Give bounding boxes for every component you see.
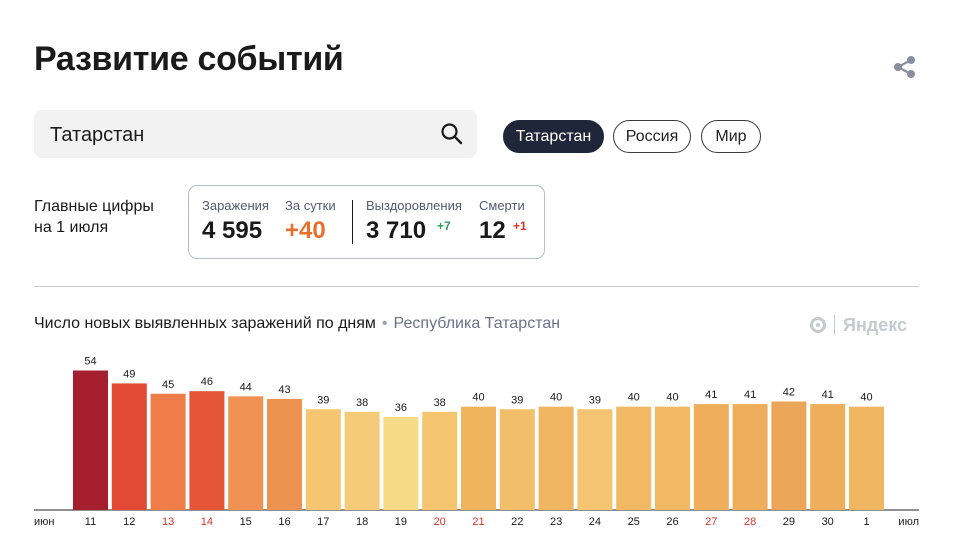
data-label-25: 40 — [628, 392, 640, 404]
x-tick-11: 11 — [85, 516, 96, 528]
x-tick-30: 30 — [822, 516, 834, 528]
bar-27[interactable] — [693, 404, 729, 510]
bar-23[interactable] — [538, 406, 574, 510]
yandex-ring-icon — [810, 317, 826, 333]
x-tick-19: 19 — [395, 516, 407, 528]
bar-chart: 54 11 49 12 45 13 46 14 44 15 43 16 39 17 38 18 36 19 38 20… — [34, 356, 919, 528]
bar-19[interactable] — [383, 417, 419, 510]
bar-13[interactable] — [150, 393, 186, 510]
region-chip-russia[interactable]: Россия — [613, 120, 691, 153]
brand-text: Яндекс — [843, 314, 908, 335]
recoveries-label: Выздоровления — [366, 198, 462, 213]
data-label-18: 38 — [356, 397, 368, 409]
data-label-20: 38 — [434, 397, 446, 409]
key-figures-label: Главные цифры на 1 июля — [34, 196, 154, 238]
brand-separator — [834, 315, 835, 335]
x-tick-22: 22 — [511, 516, 523, 528]
x-tick-month-start: июн — [34, 516, 54, 528]
x-tick-14: 14 — [201, 516, 213, 528]
bar-11[interactable] — [73, 370, 108, 511]
data-label-26: 40 — [666, 392, 678, 404]
data-label-29: 42 — [783, 387, 795, 399]
x-tick-1: 1 — [863, 516, 869, 528]
region-chip-tatarstan[interactable]: Татарстан — [503, 120, 604, 153]
x-tick-13: 13 — [162, 516, 174, 528]
bar-25[interactable] — [616, 406, 652, 510]
chart-title: Число новых выявленных заражений по дням… — [34, 315, 560, 333]
bar-29[interactable] — [771, 401, 807, 511]
data-label-11: 54 — [84, 356, 96, 368]
share-icon[interactable] — [892, 54, 918, 80]
bar-24[interactable] — [577, 409, 613, 510]
x-tick-25: 25 — [628, 516, 640, 528]
x-tick-28: 28 — [744, 516, 756, 528]
key-figures-line1: Главные цифры — [34, 198, 154, 215]
data-label-16: 43 — [278, 384, 290, 396]
bar-26[interactable] — [655, 406, 690, 510]
x-tick-24: 24 — [589, 516, 601, 528]
data-label-1: 40 — [860, 392, 872, 404]
bar-12[interactable] — [111, 383, 147, 510]
x-tick-month-end: июл — [898, 516, 919, 528]
data-label-14: 46 — [201, 376, 213, 388]
bar-30[interactable] — [810, 404, 846, 510]
bar-20[interactable] — [422, 411, 458, 510]
data-label-23: 40 — [550, 392, 562, 404]
data-label-28: 41 — [744, 389, 756, 401]
data-label-22: 39 — [511, 394, 523, 406]
deaths-delta: +1 — [513, 219, 527, 233]
region-chip-world[interactable]: Мир — [701, 120, 761, 153]
bar-14[interactable] — [189, 391, 225, 510]
bar-1[interactable] — [849, 406, 884, 510]
bar-21[interactable] — [461, 406, 496, 510]
chart-title-text: Число новых выявленных заражений по дням — [34, 315, 376, 332]
bar-16[interactable] — [267, 398, 302, 510]
stats-divider — [352, 200, 353, 244]
search-box — [34, 110, 477, 160]
data-label-15: 44 — [240, 381, 252, 393]
data-label-24: 39 — [589, 394, 601, 406]
data-label-30: 41 — [822, 389, 834, 401]
bar-18[interactable] — [344, 411, 380, 510]
x-tick-29: 29 — [783, 516, 795, 528]
bar-15[interactable] — [228, 396, 264, 510]
recoveries-delta: +7 — [437, 219, 451, 233]
x-tick-21: 21 — [472, 516, 484, 528]
search-icon[interactable] — [440, 122, 464, 146]
x-tick-12: 12 — [123, 516, 135, 528]
x-tick-17: 17 — [317, 516, 329, 528]
data-label-21: 40 — [472, 392, 484, 404]
key-figures-date: на 1 июля — [34, 219, 109, 236]
search-input[interactable] — [48, 110, 432, 160]
data-label-19: 36 — [395, 402, 407, 414]
x-tick-20: 20 — [434, 516, 446, 528]
recoveries-value: 3 710 — [366, 217, 427, 244]
title-separator: • — [381, 315, 388, 332]
daily-value: +40 — [285, 217, 326, 244]
x-tick-26: 26 — [666, 516, 678, 528]
daily-label: За сутки — [285, 198, 336, 213]
page-title: Развитие событий — [34, 40, 344, 78]
infections-label: Заражения — [202, 198, 269, 213]
x-tick-15: 15 — [240, 516, 252, 528]
bar-28[interactable] — [732, 404, 768, 510]
x-tick-18: 18 — [356, 516, 368, 528]
deaths-value: 12 — [479, 217, 506, 244]
bar-22[interactable] — [499, 409, 535, 510]
data-label-12: 49 — [123, 368, 135, 380]
data-label-13: 45 — [162, 379, 174, 391]
section-divider — [34, 286, 919, 287]
key-figures-panel: Заражения 4 595 За сутки +40 Выздоровлен… — [188, 185, 545, 259]
yandex-logo: Яндекс — [810, 312, 907, 338]
bar-17[interactable] — [305, 409, 341, 510]
deaths-label: Смерти — [479, 198, 525, 213]
data-label-17: 39 — [317, 394, 329, 406]
data-label-27: 41 — [705, 389, 717, 401]
infections-value: 4 595 — [202, 217, 263, 244]
x-tick-16: 16 — [278, 516, 290, 528]
x-tick-23: 23 — [550, 516, 562, 528]
x-tick-27: 27 — [705, 516, 717, 528]
chart-region: Республика Татарстан — [393, 315, 561, 332]
